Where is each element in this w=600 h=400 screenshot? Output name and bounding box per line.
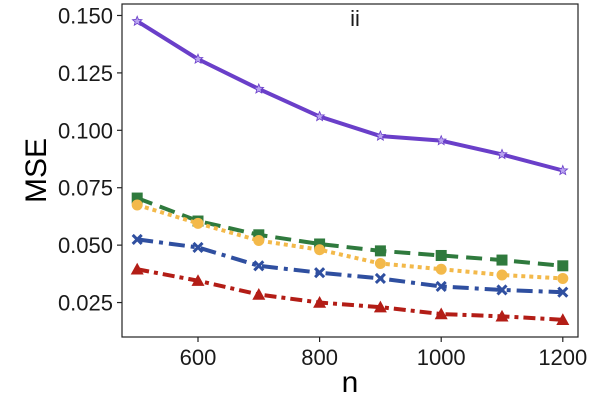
data-point <box>435 134 447 146</box>
data-point <box>374 258 386 270</box>
series-line <box>136 237 563 295</box>
y-tick-label: 0.150 <box>58 3 113 28</box>
data-point <box>314 244 326 256</box>
data-point <box>557 286 569 298</box>
data-point <box>314 238 326 250</box>
data-point <box>130 262 144 275</box>
x-tick-label: 800 <box>301 345 338 370</box>
series-4 <box>131 233 569 298</box>
data-point <box>496 269 508 281</box>
y-axis-title: MSE <box>20 138 53 203</box>
series-line <box>136 19 564 173</box>
data-point <box>496 148 508 160</box>
data-point <box>314 267 326 279</box>
data-point <box>131 15 143 27</box>
series-5 <box>130 262 570 325</box>
data-point <box>557 272 569 284</box>
data-point <box>495 309 509 322</box>
data-point <box>374 272 386 284</box>
data-point <box>374 245 386 257</box>
data-point <box>557 260 569 272</box>
chart-marks <box>130 15 570 325</box>
data-point <box>313 110 326 122</box>
data-point <box>556 313 570 325</box>
data-point <box>131 233 143 245</box>
data-point <box>496 254 508 266</box>
data-point <box>253 229 265 241</box>
series-line <box>136 196 563 268</box>
y-tick-label: 0.125 <box>58 61 113 86</box>
x-tick-label: 600 <box>180 345 217 370</box>
series-line <box>136 203 563 281</box>
data-point <box>192 217 204 229</box>
data-point <box>435 263 447 275</box>
data-point <box>192 241 204 253</box>
axes: 600 800 1000 1200 0.025 0.050 0.075 0.100 0.125 0… <box>58 3 587 370</box>
y-tick-label: 0.050 <box>58 233 113 258</box>
data-point <box>131 192 143 204</box>
data-point <box>253 235 265 247</box>
data-point <box>313 296 327 308</box>
data-point <box>435 249 447 261</box>
data-point <box>373 300 387 313</box>
x-tick-label: 1000 <box>417 345 466 370</box>
data-point <box>131 199 143 211</box>
series-line <box>136 267 563 322</box>
panel-label: ii <box>350 6 360 31</box>
series-1 <box>131 15 569 176</box>
data-point <box>435 280 447 293</box>
data-point <box>434 307 448 320</box>
y-tick-label: 0.075 <box>58 176 113 201</box>
x-axis-title: n <box>342 366 359 399</box>
data-point <box>192 53 204 65</box>
data-point <box>253 82 265 94</box>
series-3 <box>131 199 569 284</box>
series-2 <box>131 192 569 272</box>
data-point <box>496 284 508 296</box>
data-point <box>557 164 569 176</box>
x-tick-label: 1200 <box>538 345 587 370</box>
y-tick-label: 0.100 <box>58 118 113 143</box>
data-point <box>252 288 266 300</box>
data-point <box>191 274 205 286</box>
data-point <box>374 129 387 141</box>
data-point <box>253 260 265 272</box>
y-tick-label: 0.025 <box>58 291 113 316</box>
plot-frame <box>121 3 579 338</box>
